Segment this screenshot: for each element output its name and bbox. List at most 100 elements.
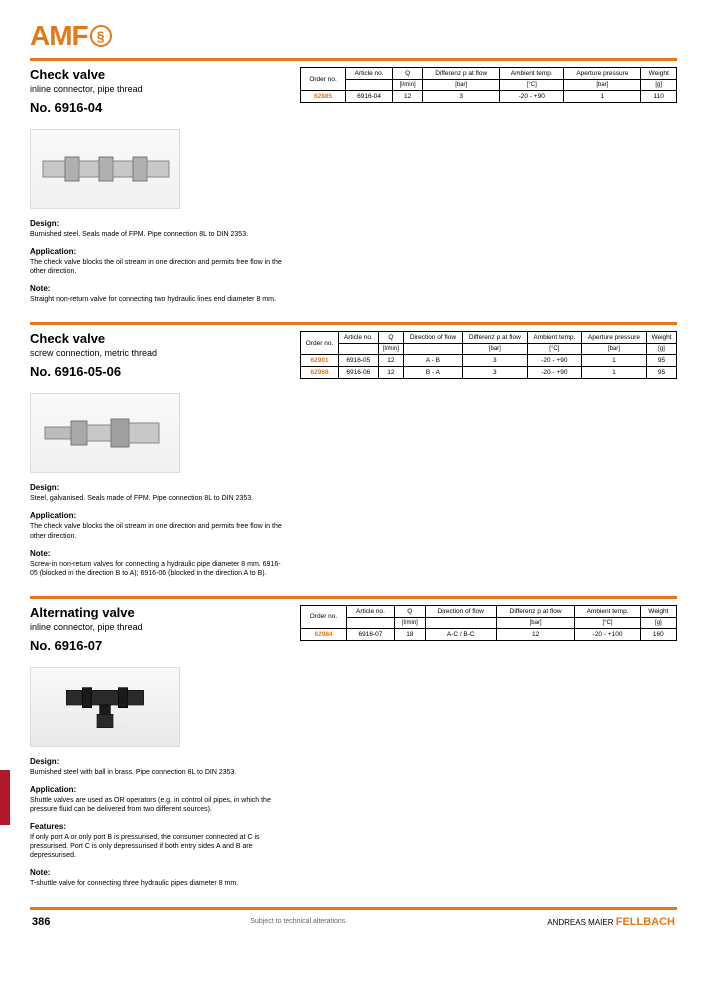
- th: Differenz p at flow: [496, 605, 575, 617]
- note-body: Straight non-return valve for connecting…: [30, 295, 288, 304]
- th: [bar]: [564, 80, 641, 91]
- application-body: The check valve blocks the oil stream in…: [30, 258, 288, 276]
- th: [°C]: [500, 80, 564, 91]
- spec-table-2: Order no. Article no. Q Direction of flo…: [300, 331, 677, 379]
- th: Ambient temp.: [575, 605, 640, 617]
- note-head: Note:: [30, 549, 288, 558]
- td: 6916-06: [339, 367, 379, 379]
- th: [346, 80, 393, 91]
- th: Ambient temp.: [527, 332, 581, 344]
- design-head: Design:: [30, 757, 288, 766]
- td: -20 - +100: [575, 628, 640, 640]
- th: Article no.: [346, 68, 393, 80]
- features-head: Features:: [30, 822, 288, 831]
- product-title: Alternating valve: [30, 605, 288, 620]
- th: [l/min]: [394, 617, 425, 628]
- product-image: [30, 393, 180, 473]
- note-head: Note:: [30, 284, 288, 293]
- th: Q: [394, 605, 425, 617]
- th: Article no.: [339, 332, 379, 344]
- product-number: No. 6916-04: [30, 100, 288, 115]
- th: Order no.: [301, 332, 339, 355]
- td: A-C / B-C: [425, 628, 496, 640]
- application-body: Shuttle valves are used as OR operators …: [30, 796, 288, 814]
- td: 95: [647, 367, 677, 379]
- th: Article no.: [347, 605, 395, 617]
- table-row: 62968 6916-06 12 B - A 3 -20 - +90 1 95: [301, 367, 677, 379]
- td: 6916-07: [347, 628, 395, 640]
- th: [bar]: [423, 80, 500, 91]
- product-number: No. 6916-05-06: [30, 364, 288, 379]
- th: Differenz p at flow: [423, 68, 500, 80]
- td: 1: [581, 367, 646, 379]
- footer: 386 Subject to technical alterations. AN…: [30, 910, 677, 928]
- th: [g]: [641, 80, 677, 91]
- td: 1: [564, 91, 641, 103]
- th: Aperture pressure: [564, 68, 641, 80]
- th: [°C]: [527, 344, 581, 355]
- th: [g]: [647, 344, 677, 355]
- th: Order no.: [301, 605, 347, 628]
- page-number: 386: [32, 916, 50, 928]
- td: 110: [641, 91, 677, 103]
- order-no: 62968: [301, 367, 339, 379]
- th: Q: [393, 68, 423, 80]
- td: 3: [462, 367, 527, 379]
- design-head: Design:: [30, 219, 288, 228]
- product-image: [30, 667, 180, 747]
- th: Direction of flow: [425, 605, 496, 617]
- product-subtitle: inline connector, pipe thread: [30, 622, 288, 632]
- section-rule: [30, 58, 677, 61]
- brand-left: ANDREAS MAIER: [547, 918, 615, 927]
- side-tab: [0, 770, 10, 825]
- th: Weight: [641, 68, 677, 80]
- td: 18: [394, 628, 425, 640]
- td: 3: [423, 91, 500, 103]
- order-no: 62901: [301, 355, 339, 367]
- th: [l/min]: [378, 344, 403, 355]
- td: 95: [647, 355, 677, 367]
- product-image: [30, 129, 180, 209]
- td: 160: [640, 628, 676, 640]
- note-body: Screw-in non-return valves for connectin…: [30, 560, 288, 578]
- section-rule: [30, 322, 677, 325]
- product-title: Check valve: [30, 331, 288, 346]
- table-row: 62984 6916-07 18 A-C / B-C 12 -20 - +100…: [301, 628, 677, 640]
- th: [bar]: [462, 344, 527, 355]
- th: Aperture pressure: [581, 332, 646, 344]
- td: -20 - +90: [527, 367, 581, 379]
- section-rule: [30, 596, 677, 599]
- application-head: Application:: [30, 785, 288, 794]
- th: [bar]: [581, 344, 646, 355]
- order-no: 62885: [301, 91, 346, 103]
- application-body: The check valve blocks the oil stream in…: [30, 522, 288, 540]
- th: Differenz p at flow: [462, 332, 527, 344]
- application-head: Application:: [30, 511, 288, 520]
- td: 1: [581, 355, 646, 367]
- product-number: No. 6916-07: [30, 638, 288, 653]
- note-body: T-shuttle valve for connecting three hyd…: [30, 879, 288, 888]
- td: -20 - +90: [527, 355, 581, 367]
- td: 6916-05: [339, 355, 379, 367]
- note-head: Note:: [30, 868, 288, 877]
- spec-table-1: Order no. Article no. Q Differenz p at f…: [300, 67, 677, 103]
- logo-text: AMF: [30, 20, 88, 52]
- td: -20 - +90: [500, 91, 564, 103]
- design-body: Burnished steel with ball in brass. Pipe…: [30, 768, 288, 777]
- th: [°C]: [575, 617, 640, 628]
- th: Ambient temp.: [500, 68, 564, 80]
- td: 12: [378, 355, 403, 367]
- product-subtitle: inline connector, pipe thread: [30, 84, 288, 94]
- table-row: 62901 6916-05 12 A - B 3 -20 - +90 1 95: [301, 355, 677, 367]
- footer-mid: Subject to technical alterations.: [250, 918, 347, 925]
- logo-icon: §: [90, 25, 112, 47]
- td: 12: [393, 91, 423, 103]
- product-title: Check valve: [30, 67, 288, 82]
- features-body: If only port A or only port B is pressur…: [30, 833, 288, 860]
- td: 12: [496, 628, 575, 640]
- th: Weight: [647, 332, 677, 344]
- application-head: Application:: [30, 247, 288, 256]
- table-row: 62885 6916-04 12 3 -20 - +90 1 110: [301, 91, 677, 103]
- td: 3: [462, 355, 527, 367]
- th: Weight: [640, 605, 676, 617]
